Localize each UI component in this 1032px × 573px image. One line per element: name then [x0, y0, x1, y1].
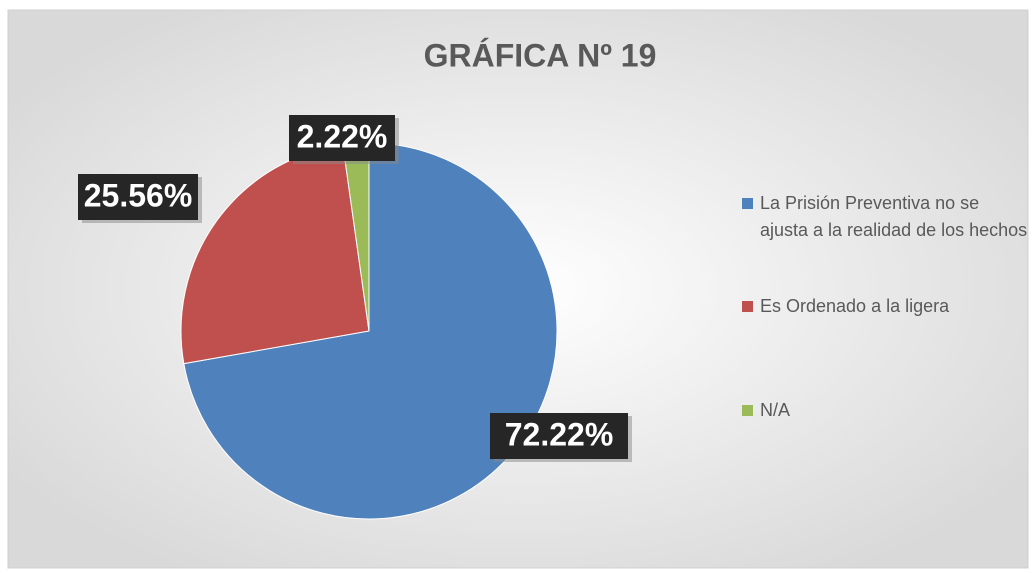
data-label: 72.22% — [505, 416, 614, 452]
legend-entry: Es Ordenado a la ligera — [742, 293, 1028, 320]
chart-title: GRÁFICA Nº 19 — [424, 37, 657, 73]
data-label-box — [490, 413, 628, 459]
legend-swatch — [742, 405, 753, 416]
legend-label: Es Ordenado a la ligera — [760, 296, 950, 316]
legend-label: La Prisión Preventiva no se ajusta a la … — [760, 193, 1028, 240]
legend-entry: La Prisión Preventiva no se ajusta a la … — [742, 190, 1028, 244]
legend-label: N/A — [760, 400, 791, 420]
data-label: 25.56% — [84, 177, 193, 213]
data-label: 2.22% — [297, 118, 388, 154]
legend-swatch — [742, 301, 753, 312]
legend-entry: N/A — [742, 397, 1028, 424]
data-label-box — [78, 174, 198, 220]
data-label-box — [289, 115, 395, 161]
legend-swatch — [742, 198, 753, 209]
